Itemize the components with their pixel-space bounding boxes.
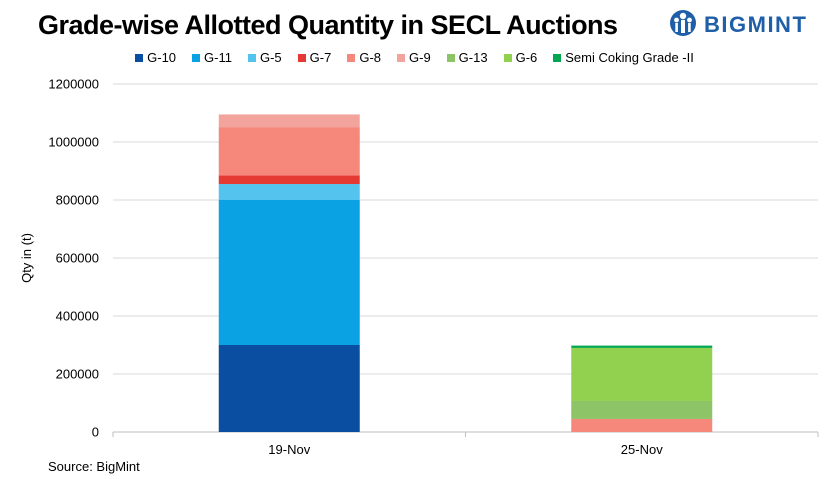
legend-label: G-10: [147, 50, 177, 65]
chart-legend: G-10 G-11 G-5 G-7 G-8 G-9 G-13 G-6 Semi Coking G…: [0, 50, 829, 65]
bar-segment: [218, 175, 360, 185]
bar-segment: [571, 347, 713, 401]
legend-item: G-9: [397, 50, 431, 65]
x-tick-label: 19-Nov: [268, 442, 310, 457]
chart-title: Grade-wise Allotted Quantity in SECL Auc…: [38, 10, 618, 40]
bar-segment: [218, 184, 360, 200]
legend-swatch: [192, 53, 201, 62]
legend-item: G-6: [503, 50, 538, 65]
bigmint-logo: BIGMINT: [668, 8, 807, 42]
legend-swatch: [553, 53, 562, 62]
legend-item: G-11: [192, 50, 232, 65]
legend-item: Semi Coking Grade -II: [553, 50, 694, 65]
bigmint-logo-text: BIGMINT: [704, 12, 808, 37]
legend-item: G-10: [135, 50, 176, 65]
legend-swatch: [247, 53, 256, 62]
y-tick-label: 1200000: [48, 77, 99, 92]
legend-swatch: [297, 53, 306, 62]
legend-label: Semi Coking Grade -II: [565, 50, 694, 65]
legend-label: G-9: [409, 50, 431, 65]
y-tick-label: 1000000: [48, 135, 99, 150]
bar-segment: [218, 345, 360, 432]
bar-segment: [571, 400, 713, 419]
y-tick-label: 400000: [56, 309, 99, 324]
legend-swatch: [446, 53, 455, 62]
legend-swatch: [347, 53, 356, 62]
source-note: Source: BigMint: [48, 459, 140, 474]
legend-item: G-13: [446, 50, 488, 65]
bar-segment: [218, 127, 360, 176]
bar-segment: [218, 114, 360, 128]
y-tick-label: 800000: [56, 193, 99, 208]
y-axis-title: Qty in (t): [19, 233, 34, 283]
legend-swatch: [135, 53, 144, 62]
bar-segment: [571, 418, 713, 432]
legend-label: G-11: [204, 50, 232, 65]
legend-label: G-8: [359, 50, 381, 65]
legend-swatch: [397, 53, 405, 62]
y-tick-label: 200000: [56, 367, 99, 382]
legend-label: G-5: [259, 50, 282, 65]
legend-item: G-8: [347, 50, 381, 65]
legend-label: G-7: [309, 50, 332, 65]
legend-label: G-13: [458, 50, 488, 65]
bigmint-logo-icon: [670, 10, 696, 36]
legend-label: G-6: [515, 50, 538, 65]
x-tick-label: 25-Nov: [621, 442, 663, 457]
legend-swatch: [503, 53, 512, 62]
y-tick-label: 600000: [56, 251, 99, 266]
bar-segment: [571, 345, 713, 348]
legend-item: G-5: [247, 50, 282, 65]
bar-segment: [218, 200, 360, 345]
y-tick-label: 0: [92, 425, 99, 440]
legend-item: G-7: [297, 50, 332, 65]
